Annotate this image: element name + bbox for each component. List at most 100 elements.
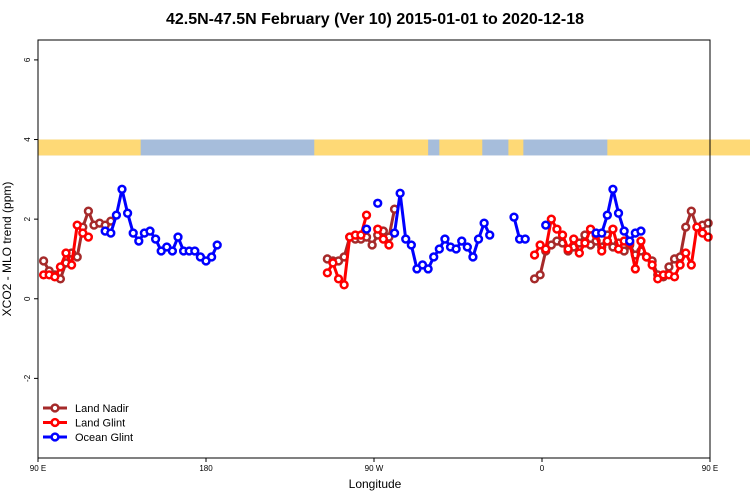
x-axis: 90 E 180 90 W 0 90 E bbox=[30, 458, 718, 473]
x-tick-label: 180 bbox=[199, 464, 213, 473]
y-axis-label: XCO2 - MLO trend (ppm) bbox=[0, 182, 14, 317]
data-point-land-glint bbox=[613, 244, 624, 254]
y-tick-label: 6 bbox=[23, 57, 32, 62]
data-point-ocean-glint bbox=[128, 228, 138, 238]
legend-swatch-marker bbox=[50, 432, 60, 442]
data-point-ocean-glint bbox=[167, 246, 178, 256]
data-point-ocean-glint bbox=[619, 226, 629, 236]
x-tick-label: 90 E bbox=[30, 464, 46, 473]
data-point-ocean-glint bbox=[625, 236, 635, 246]
data-point-ocean-glint bbox=[212, 240, 222, 250]
data-point-ocean-glint bbox=[520, 234, 530, 244]
data-point-land-glint bbox=[322, 268, 332, 278]
data-point-land-nadir bbox=[686, 206, 696, 216]
data-point-land-glint bbox=[630, 264, 640, 274]
data-point-land-glint bbox=[608, 224, 618, 234]
data-point-land-glint bbox=[703, 232, 713, 242]
data-point-land-glint bbox=[373, 224, 383, 234]
data-point-land-glint bbox=[569, 234, 579, 244]
data-point-ocean-glint bbox=[602, 210, 612, 220]
data-point-ocean-glint bbox=[423, 264, 433, 274]
data-point-land-glint bbox=[574, 248, 584, 258]
data-point-ocean-glint bbox=[608, 184, 618, 194]
data-point-land-glint bbox=[647, 260, 657, 270]
data-point-ocean-glint bbox=[473, 234, 484, 244]
data-point-land-glint bbox=[50, 272, 60, 282]
data-point-land-glint bbox=[669, 272, 680, 282]
data-point-land-nadir bbox=[535, 270, 545, 280]
series-layer bbox=[38, 184, 713, 290]
data-point-ocean-glint bbox=[429, 252, 439, 262]
data-point-ocean-glint bbox=[401, 234, 411, 244]
data-point-land-nadir bbox=[681, 222, 691, 232]
legend-label: Land Nadir bbox=[75, 403, 129, 415]
data-point-land-nadir bbox=[703, 218, 713, 228]
data-point-land-glint bbox=[675, 260, 685, 270]
data-point-ocean-glint bbox=[457, 236, 467, 246]
series-ocean-glint bbox=[100, 184, 646, 274]
data-point-land-glint bbox=[328, 258, 338, 268]
legend-item-land-nadir: Land Nadir bbox=[43, 403, 129, 415]
data-point-ocean-glint bbox=[541, 220, 551, 230]
data-point-ocean-glint bbox=[451, 244, 461, 254]
data-point-land-glint bbox=[529, 250, 540, 260]
data-point-land-glint bbox=[552, 224, 562, 234]
data-point-ocean-glint bbox=[106, 228, 116, 238]
data-point-land-glint bbox=[66, 260, 77, 270]
data-point-ocean-glint bbox=[479, 218, 489, 228]
data-point-ocean-glint bbox=[509, 212, 519, 222]
data-point-ocean-glint bbox=[613, 208, 624, 218]
data-point-land-glint bbox=[681, 248, 691, 258]
data-point-land-nadir bbox=[83, 206, 94, 216]
data-point-land-glint bbox=[361, 210, 372, 220]
data-point-ocean-glint bbox=[361, 224, 372, 234]
y-tick-label: 2 bbox=[23, 216, 32, 221]
data-point-land-glint bbox=[333, 274, 344, 284]
data-point-ocean-glint bbox=[150, 234, 161, 244]
x-tick-label: 0 bbox=[540, 464, 545, 473]
x-axis-label: Longitude bbox=[349, 477, 402, 491]
data-point-land-nadir bbox=[664, 262, 674, 272]
x-tick-label: 90 W bbox=[365, 464, 384, 473]
data-point-ocean-glint bbox=[122, 208, 133, 218]
data-point-ocean-glint bbox=[597, 228, 607, 238]
data-point-ocean-glint bbox=[111, 210, 122, 220]
series-line-land-glint bbox=[326, 214, 368, 287]
legend-swatch-marker bbox=[50, 417, 60, 428]
data-point-ocean-glint bbox=[190, 246, 200, 256]
data-point-land-nadir bbox=[38, 256, 49, 266]
data-point-land-glint bbox=[641, 252, 652, 262]
data-point-land-glint bbox=[83, 232, 94, 242]
data-point-land-glint bbox=[339, 280, 349, 290]
y-axis: -2 0 2 4 6 bbox=[23, 57, 38, 382]
data-point-land-glint bbox=[55, 262, 66, 272]
chart-title: 42.5N-47.5N February (Ver 10) 2015-01-01… bbox=[166, 11, 584, 28]
y-tick-label: 4 bbox=[23, 137, 32, 142]
x-tick-label: 90 E bbox=[702, 464, 718, 473]
data-point-land-nadir bbox=[72, 252, 82, 262]
data-point-ocean-glint bbox=[485, 230, 495, 240]
data-point-ocean-glint bbox=[117, 184, 127, 194]
data-point-land-glint bbox=[636, 236, 646, 246]
legend-label: Land Glint bbox=[75, 418, 125, 430]
surface-type-strip bbox=[38, 139, 750, 156]
legend-item-land-glint: Land Glint bbox=[43, 418, 125, 430]
legend-label: Ocean Glint bbox=[75, 432, 133, 444]
data-point-land-glint bbox=[692, 222, 702, 232]
land-band bbox=[439, 139, 483, 156]
data-point-ocean-glint bbox=[145, 226, 155, 236]
data-point-land-glint bbox=[61, 248, 71, 258]
data-point-ocean-glint bbox=[406, 240, 416, 250]
data-point-ocean-glint bbox=[636, 226, 646, 236]
data-point-land-glint bbox=[546, 214, 556, 224]
land-band bbox=[607, 139, 750, 156]
data-point-ocean-glint bbox=[468, 252, 478, 262]
data-point-land-glint bbox=[686, 260, 696, 270]
data-point-ocean-glint bbox=[434, 244, 444, 254]
y-tick-label: -2 bbox=[23, 374, 32, 382]
data-point-land-glint bbox=[557, 230, 568, 240]
data-point-land-glint bbox=[602, 236, 612, 246]
data-point-ocean-glint bbox=[462, 242, 472, 252]
data-point-land-glint bbox=[563, 244, 573, 254]
